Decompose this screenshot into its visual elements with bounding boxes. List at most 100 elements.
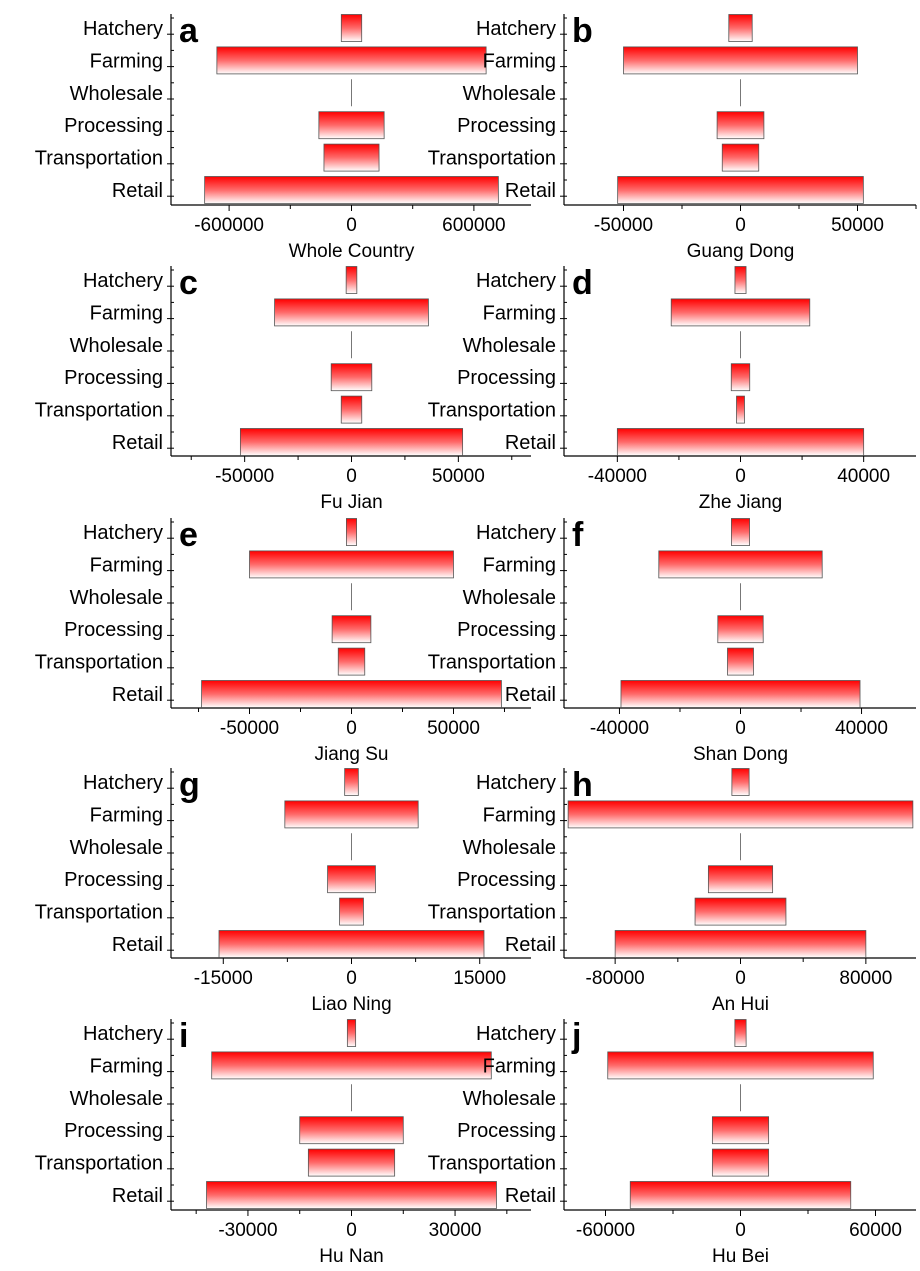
- category-label: Transportation: [35, 1153, 163, 1175]
- x-tick-label: -50000: [215, 466, 274, 487]
- category-label: Retail: [505, 934, 556, 956]
- category-label: Transportation: [35, 652, 163, 674]
- category-label: Wholesale: [70, 83, 163, 105]
- bar-retail: [614, 930, 867, 958]
- bar-hatchery: [734, 1019, 747, 1047]
- bar-farming: [249, 550, 454, 579]
- panel-letter: g: [179, 766, 200, 804]
- bar-transportation: [727, 647, 754, 676]
- category-label: Retail: [112, 180, 163, 202]
- category-label: Retail: [112, 934, 163, 956]
- category-label: Farming: [90, 554, 163, 576]
- x-axis-label: Liao Ning: [311, 994, 391, 1015]
- category-label: Retail: [505, 432, 556, 454]
- x-tick-label: 600000: [442, 215, 505, 236]
- bar-farming: [567, 800, 914, 829]
- bar-transportation: [721, 143, 760, 172]
- category-label: Farming: [483, 50, 556, 72]
- x-tick-label: -600000: [194, 215, 264, 236]
- bar-processing: [730, 363, 751, 392]
- bar-transportation: [736, 395, 745, 424]
- bar-hatchery: [340, 14, 363, 42]
- category-label: Transportation: [35, 148, 163, 170]
- x-axis-label: An Hui: [712, 994, 769, 1015]
- category-label: Processing: [457, 367, 556, 389]
- bar-farming: [658, 550, 823, 579]
- category-label: Wholesale: [463, 1088, 556, 1110]
- category-label: Processing: [64, 619, 163, 641]
- bar-hatchery: [731, 518, 750, 546]
- panel-letter: f: [572, 516, 584, 554]
- category-label: Processing: [64, 367, 163, 389]
- category-label: Wholesale: [463, 83, 556, 105]
- category-label: Processing: [64, 869, 163, 891]
- bar-processing: [327, 865, 376, 894]
- category-label: Processing: [457, 619, 556, 641]
- category-label: Transportation: [428, 652, 556, 674]
- panel-d: -40000 0 40000 Zhe Jiang d Hatchery Farming Who…: [428, 264, 916, 513]
- category-label: Farming: [483, 804, 556, 826]
- x-tick-label: -30000: [218, 1220, 277, 1241]
- panel-e: -50000 0 50000 Jiang Su e Hatchery Farming Whol…: [35, 516, 531, 765]
- panel-letter: c: [179, 264, 198, 302]
- bar-farming: [274, 298, 429, 327]
- bar-hatchery: [734, 266, 747, 294]
- x-tick-label: 80000: [839, 968, 892, 989]
- x-tick-label: 0: [346, 466, 357, 487]
- x-tick-label: -40000: [588, 466, 647, 487]
- bar-farming: [607, 1051, 874, 1080]
- category-label: Retail: [112, 1185, 163, 1207]
- category-label: Hatchery: [83, 522, 163, 544]
- x-tick-label: 0: [735, 1220, 746, 1241]
- panel-c: -50000 0 50000 Fu Jian c Hatchery Farming Whole…: [35, 264, 531, 513]
- panel-letter: h: [572, 766, 593, 804]
- panel-i: -30000 0 30000 Hu Nan i Hatchery Farming Wholes…: [35, 1017, 531, 1267]
- category-label: Wholesale: [70, 587, 163, 609]
- bar-hatchery: [346, 518, 357, 546]
- bar-retail: [204, 176, 499, 204]
- category-label: Farming: [483, 554, 556, 576]
- bar-hatchery: [731, 768, 750, 796]
- panel-a: -600000 0 600000 Whole Country a Hatchery Farm…: [35, 12, 531, 262]
- bar-retail: [239, 428, 464, 456]
- category-label: Transportation: [428, 902, 556, 924]
- category-label: Wholesale: [70, 335, 163, 357]
- bar-transportation: [339, 897, 364, 926]
- x-axis-label: Whole Country: [289, 241, 415, 262]
- category-label: Farming: [90, 804, 163, 826]
- bar-retail: [617, 176, 864, 204]
- category-label: Transportation: [35, 902, 163, 924]
- bar-transportation: [340, 395, 363, 424]
- x-tick-label: 50000: [427, 718, 480, 739]
- x-tick-label: -50000: [594, 215, 653, 236]
- category-label: Hatchery: [476, 522, 556, 544]
- category-label: Processing: [64, 115, 163, 137]
- x-tick-label: 40000: [837, 466, 890, 487]
- x-axis-label: Guang Dong: [687, 241, 795, 262]
- category-label: Processing: [64, 1120, 163, 1142]
- panel-letter: e: [179, 516, 198, 554]
- category-label: Hatchery: [83, 772, 163, 794]
- bar-retail: [218, 930, 485, 958]
- bar-retail: [616, 428, 865, 456]
- x-tick-label: 0: [735, 466, 746, 487]
- bar-retail: [206, 1181, 497, 1209]
- bar-transportation: [307, 1148, 396, 1177]
- category-label: Retail: [112, 684, 163, 706]
- bar-transportation: [711, 1148, 770, 1177]
- x-tick-label: 0: [735, 968, 746, 989]
- category-label: Wholesale: [70, 1088, 163, 1110]
- x-tick-label: -15000: [194, 968, 253, 989]
- x-axis-label: Fu Jian: [320, 492, 382, 513]
- category-label: Transportation: [428, 1153, 556, 1175]
- category-label: Hatchery: [476, 270, 556, 292]
- bar-transportation: [323, 143, 380, 172]
- category-label: Retail: [505, 180, 556, 202]
- bar-hatchery: [728, 14, 753, 42]
- x-tick-label: -60000: [576, 1220, 635, 1241]
- panel-letter: i: [179, 1017, 188, 1055]
- category-label: Transportation: [428, 148, 556, 170]
- x-axis-label: Hu Nan: [319, 1246, 383, 1267]
- category-label: Farming: [483, 1055, 556, 1077]
- panel-f: -40000 0 40000 Shan Dong f Hatchery Farming Who…: [428, 516, 916, 765]
